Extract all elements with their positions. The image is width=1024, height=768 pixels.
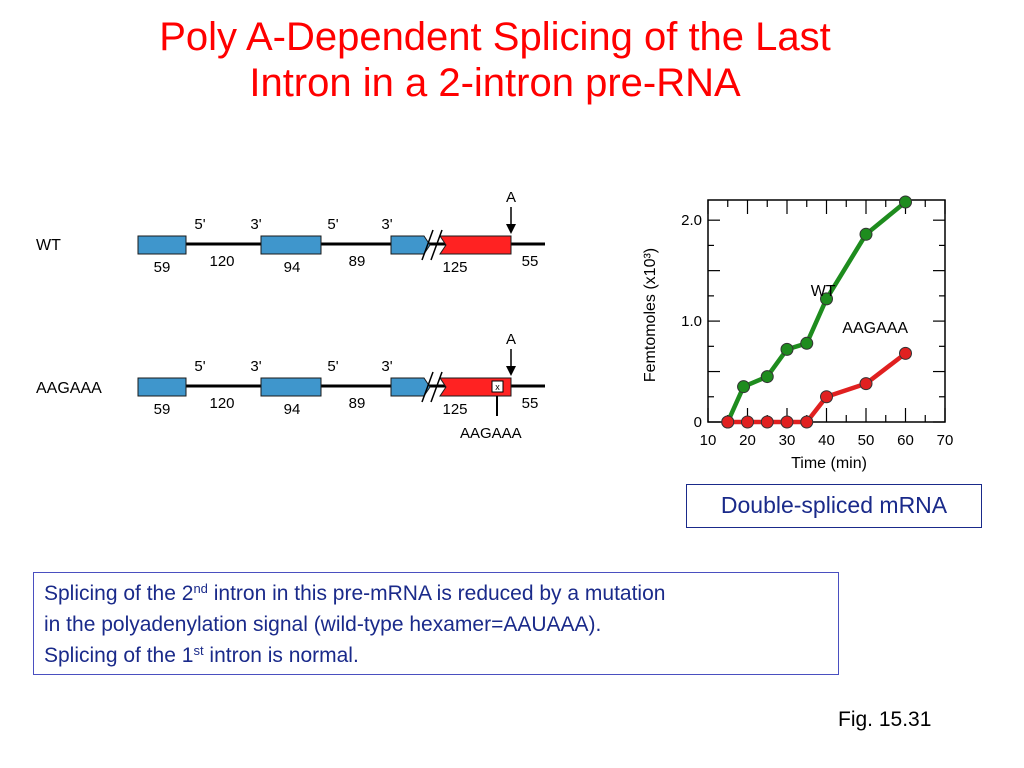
x-tick-label: 70	[937, 432, 954, 449]
exon-2	[260, 377, 322, 397]
polyA-arrow-head	[506, 366, 516, 376]
mutation-marker: x	[495, 382, 500, 392]
exon-1	[137, 377, 187, 397]
figure-label: Fig. 15.31	[838, 708, 932, 731]
data-point-aagaaa	[780, 415, 794, 429]
mutation-box	[491, 380, 504, 393]
exon-2	[260, 235, 322, 255]
length-label: 120	[209, 395, 234, 412]
text-span: intron is normal.	[203, 644, 359, 667]
data-point-wt	[800, 336, 814, 350]
time-course-chart: 0 1.0 2.0 10 20 30 40 50 60 70 WT AAGAAA Time (min…	[642, 195, 954, 472]
title-line-2: Intron in a 2-intron pre-RNA	[249, 61, 741, 105]
y-axis-label: Femtomoles (x10³)	[642, 248, 659, 382]
polyA-site-label: A	[506, 189, 516, 206]
data-point-wt	[737, 380, 751, 394]
length-label: 55	[522, 395, 539, 412]
explanation-line-1: Splicing of the 2nd intron in this pre-m…	[44, 578, 828, 609]
length-label: 94	[284, 401, 301, 418]
data-point-aagaaa	[741, 415, 754, 429]
splice-site-label: 5'	[194, 358, 205, 375]
break-mark	[421, 371, 434, 403]
length-label: 89	[349, 253, 366, 270]
mutant-construct: AAGAAA x AAGAAA 5' 3' 5' 3' A 59 120 94 …	[36, 331, 545, 442]
data-point-wt	[859, 227, 873, 241]
x-tick-label: 40	[818, 432, 835, 449]
explanation-line-2: in the polyadenylation signal (wild-type…	[44, 613, 602, 636]
splice-site-label: 5'	[327, 358, 338, 375]
wt-construct: WT 5' 3' 5' 3' A 59 120 94 89 125 55	[36, 189, 545, 276]
exon-3	[390, 235, 431, 255]
data-point-wt	[899, 195, 912, 209]
exon-3	[390, 377, 431, 397]
length-label: 125	[442, 401, 467, 418]
data-point-wt	[760, 370, 774, 384]
length-label: 59	[154, 401, 171, 418]
data-point-aagaaa	[899, 346, 912, 360]
data-point-aagaaa	[859, 377, 873, 391]
data-point-aagaaa	[800, 415, 814, 429]
x-axis-label: Time (min)	[791, 455, 867, 472]
explanation-box: Splicing of the 2nd intron in this pre-m…	[33, 572, 839, 675]
superscript: nd	[193, 581, 208, 596]
break-mark	[430, 371, 443, 403]
splice-site-label: 5'	[327, 216, 338, 233]
splice-site-label: 3'	[381, 358, 392, 375]
mutation-label: AAGAAA	[460, 425, 522, 442]
title-line-1: Poly A-Dependent Splicing of the Last	[159, 15, 831, 59]
polyA-site-label: A	[506, 331, 516, 348]
x-tick-label: 10	[700, 432, 717, 449]
splice-site-label: 3'	[250, 216, 261, 233]
splice-site-label: 5'	[194, 216, 205, 233]
chart-axes: 0 1.0 2.0 10 20 30 40 50 60 70	[681, 199, 954, 449]
text-span: Splicing of the 1	[44, 644, 194, 667]
data-point-wt	[780, 342, 794, 356]
data-point-wt	[820, 292, 833, 306]
break-mark	[421, 229, 434, 261]
last-exon	[439, 235, 512, 255]
x-tick-label: 50	[858, 432, 875, 449]
superscript: st	[193, 643, 204, 658]
data-point-aagaaa	[721, 415, 735, 429]
data-point-aagaaa	[820, 390, 833, 404]
y-tick-label: 2.0	[681, 212, 702, 229]
data-point-aagaaa	[760, 415, 774, 429]
text-span: intron in this pre-mRNA is reduced by a …	[207, 582, 666, 605]
length-label: 55	[522, 253, 539, 270]
length-label: 89	[349, 395, 366, 412]
length-label: 120	[209, 253, 234, 270]
series-line-aagaaa	[727, 351, 907, 425]
gene-structure-diagram: WT 5' 3' 5' 3' A 59 120 94 89 125 55 AAG…	[36, 189, 545, 442]
row-label-wt: WT	[36, 237, 61, 254]
splice-site-label: 3'	[250, 358, 261, 375]
row-label-mutant: AAGAAA	[36, 380, 102, 397]
chart-series: WT AAGAAA	[721, 195, 912, 429]
length-label: 125	[442, 259, 467, 276]
x-tick-label: 30	[779, 432, 796, 449]
text-span: Splicing of the 2	[44, 582, 194, 605]
length-label: 59	[154, 259, 171, 276]
length-label: 94	[284, 259, 301, 276]
x-tick-label: 20	[739, 432, 756, 449]
series-label-wt: WT	[811, 283, 836, 300]
chart-caption: Double-spliced mRNA	[686, 484, 982, 528]
polyA-arrow-head	[506, 224, 516, 234]
series-line-wt	[725, 200, 907, 423]
x-tick-label: 60	[897, 432, 914, 449]
series-label-aagaaa: AAGAAA	[842, 320, 908, 337]
y-tick-label: 0	[694, 414, 702, 431]
explanation-line-3: Splicing of the 1st intron is normal.	[44, 640, 828, 671]
y-tick-label: 1.0	[681, 313, 702, 330]
break-mark	[430, 229, 443, 261]
splice-site-label: 3'	[381, 216, 392, 233]
page-title: Poly A-Dependent Splicing of the Last In…	[0, 14, 990, 106]
exon-1	[137, 235, 187, 255]
